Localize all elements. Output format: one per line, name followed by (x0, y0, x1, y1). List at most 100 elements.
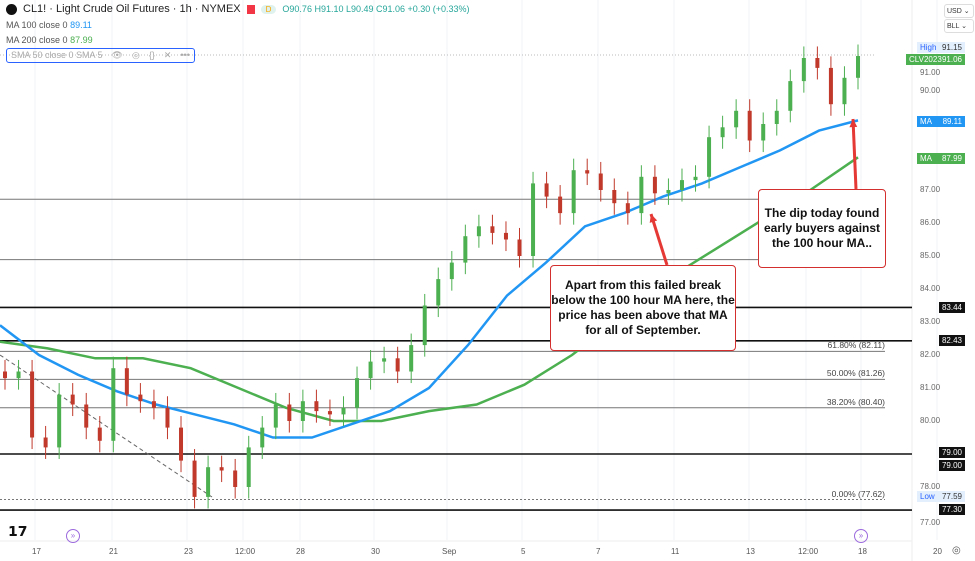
candle (788, 81, 793, 111)
x-tick: 7 (596, 547, 601, 556)
candle (57, 394, 62, 448)
y-tick: 86.00 (920, 218, 941, 227)
level-tag: 83.44 (938, 302, 965, 313)
ma200-tag-value: 87.99 (941, 154, 962, 163)
unit-select[interactable]: BLL ⌄ (944, 19, 974, 33)
candle (233, 470, 238, 487)
more-icon[interactable]: ••• (180, 50, 190, 60)
level-tag: 82.43 (938, 335, 965, 346)
tradingview-logo-icon: 𝟭𝟳 (8, 523, 28, 539)
ma100-line (0, 119, 859, 439)
chart-title: CL1! · Light Crude Oil Futures · 1h · NY… (23, 3, 241, 15)
flag-icon[interactable] (246, 4, 255, 14)
candle (856, 56, 860, 78)
candle (43, 437, 48, 448)
candle (585, 170, 590, 174)
candle (273, 404, 278, 428)
candle (720, 127, 725, 138)
candle (531, 183, 536, 256)
x-tick: 12:00 (235, 547, 256, 556)
ma200-label: MA 200 close 0 (6, 35, 68, 45)
candle (246, 447, 251, 487)
fib-label: 61.80% (82.11) (827, 340, 886, 351)
currency-value: USD (947, 8, 962, 15)
ma200-legend[interactable]: MA 200 close 0 87.99 (6, 35, 93, 45)
candle (707, 137, 712, 177)
candle (165, 407, 170, 428)
candle (693, 176, 698, 181)
level-tag: 79.00 (938, 460, 965, 471)
candle (761, 124, 766, 141)
high-tag: High 91.15 (917, 42, 965, 53)
x-tick: 5 (521, 547, 526, 556)
candle (355, 378, 360, 408)
x-tick: 13 (746, 547, 755, 556)
source-code-icon[interactable]: {} (148, 50, 155, 60)
candle (842, 77, 847, 105)
arrow-right (851, 118, 858, 190)
last-price: 91.06 (941, 55, 962, 64)
candle (206, 467, 211, 497)
candle (544, 183, 549, 197)
ma200-value: 87.99 (70, 35, 93, 45)
sma-legend[interactable]: SMA 50 close 0 SMA 5 👁 ◎ {} ✕ ••• (6, 48, 195, 63)
candle (449, 262, 454, 280)
candle (327, 411, 332, 415)
high-value: 91.15 (941, 43, 962, 52)
x-tick: 12:00 (798, 547, 819, 556)
symbol-logo-icon (6, 3, 17, 15)
fib-label: 0.00% (77.62) (831, 488, 885, 499)
candle (16, 371, 21, 379)
ma100-label: MA 100 close 0 (6, 20, 68, 30)
remove-icon[interactable]: ✕ (163, 50, 172, 60)
arrow-right-head (849, 119, 858, 128)
candle (341, 407, 346, 415)
x-tick: Sep (442, 547, 457, 556)
ma100-value: 89.11 (70, 20, 92, 30)
candle (30, 371, 35, 438)
x-tick: 28 (296, 547, 305, 556)
hide-icon[interactable]: 👁 (111, 50, 123, 60)
market-status-badge: D (260, 4, 277, 14)
candle (124, 368, 129, 395)
candle (111, 368, 116, 441)
candle (3, 371, 7, 379)
candle (70, 394, 75, 405)
candle (652, 176, 657, 194)
candle (409, 345, 414, 372)
chart-title-row: CL1! · Light Crude Oil Futures · 1h · NY… (6, 3, 470, 15)
level-tag: 77.30 (938, 504, 965, 515)
event-marker-icon[interactable]: » (854, 529, 868, 543)
sma-label: SMA 50 close 0 SMA 5 (11, 50, 103, 60)
x-tick: 20 (933, 547, 942, 556)
y-tick: 91.00 (920, 68, 941, 77)
candle (679, 180, 684, 190)
arrow-left (649, 213, 669, 266)
currency-select[interactable]: USD ⌄ (944, 4, 974, 18)
unit-value: BLL (947, 23, 960, 30)
y-tick: 90.00 (920, 86, 941, 95)
candle (395, 358, 400, 372)
high-label: High (920, 43, 937, 52)
low-tag: Low 77.59 (917, 491, 965, 502)
candle (138, 394, 143, 402)
y-tick: 77.00 (920, 518, 941, 527)
candle (571, 170, 576, 214)
settings-gear-icon[interactable]: ◎ (952, 545, 961, 556)
candle (382, 358, 387, 362)
annotation-left: Apart from this failed break below the 1… (550, 265, 736, 351)
low-value: 77.59 (941, 492, 962, 501)
ma100-legend[interactable]: MA 100 close 0 89.11 (6, 20, 92, 30)
y-tick: 82.00 (920, 350, 941, 359)
settings-icon[interactable]: ◎ (131, 50, 140, 60)
candle (300, 401, 305, 421)
candle (815, 58, 820, 68)
annotation-right: The dip today found early buyers against… (758, 189, 886, 268)
event-marker-icon[interactable]: » (66, 529, 80, 543)
candle (179, 427, 184, 461)
candle (192, 460, 197, 497)
trend-line (0, 354, 213, 498)
ma200-line (0, 156, 859, 423)
candle (734, 110, 739, 128)
